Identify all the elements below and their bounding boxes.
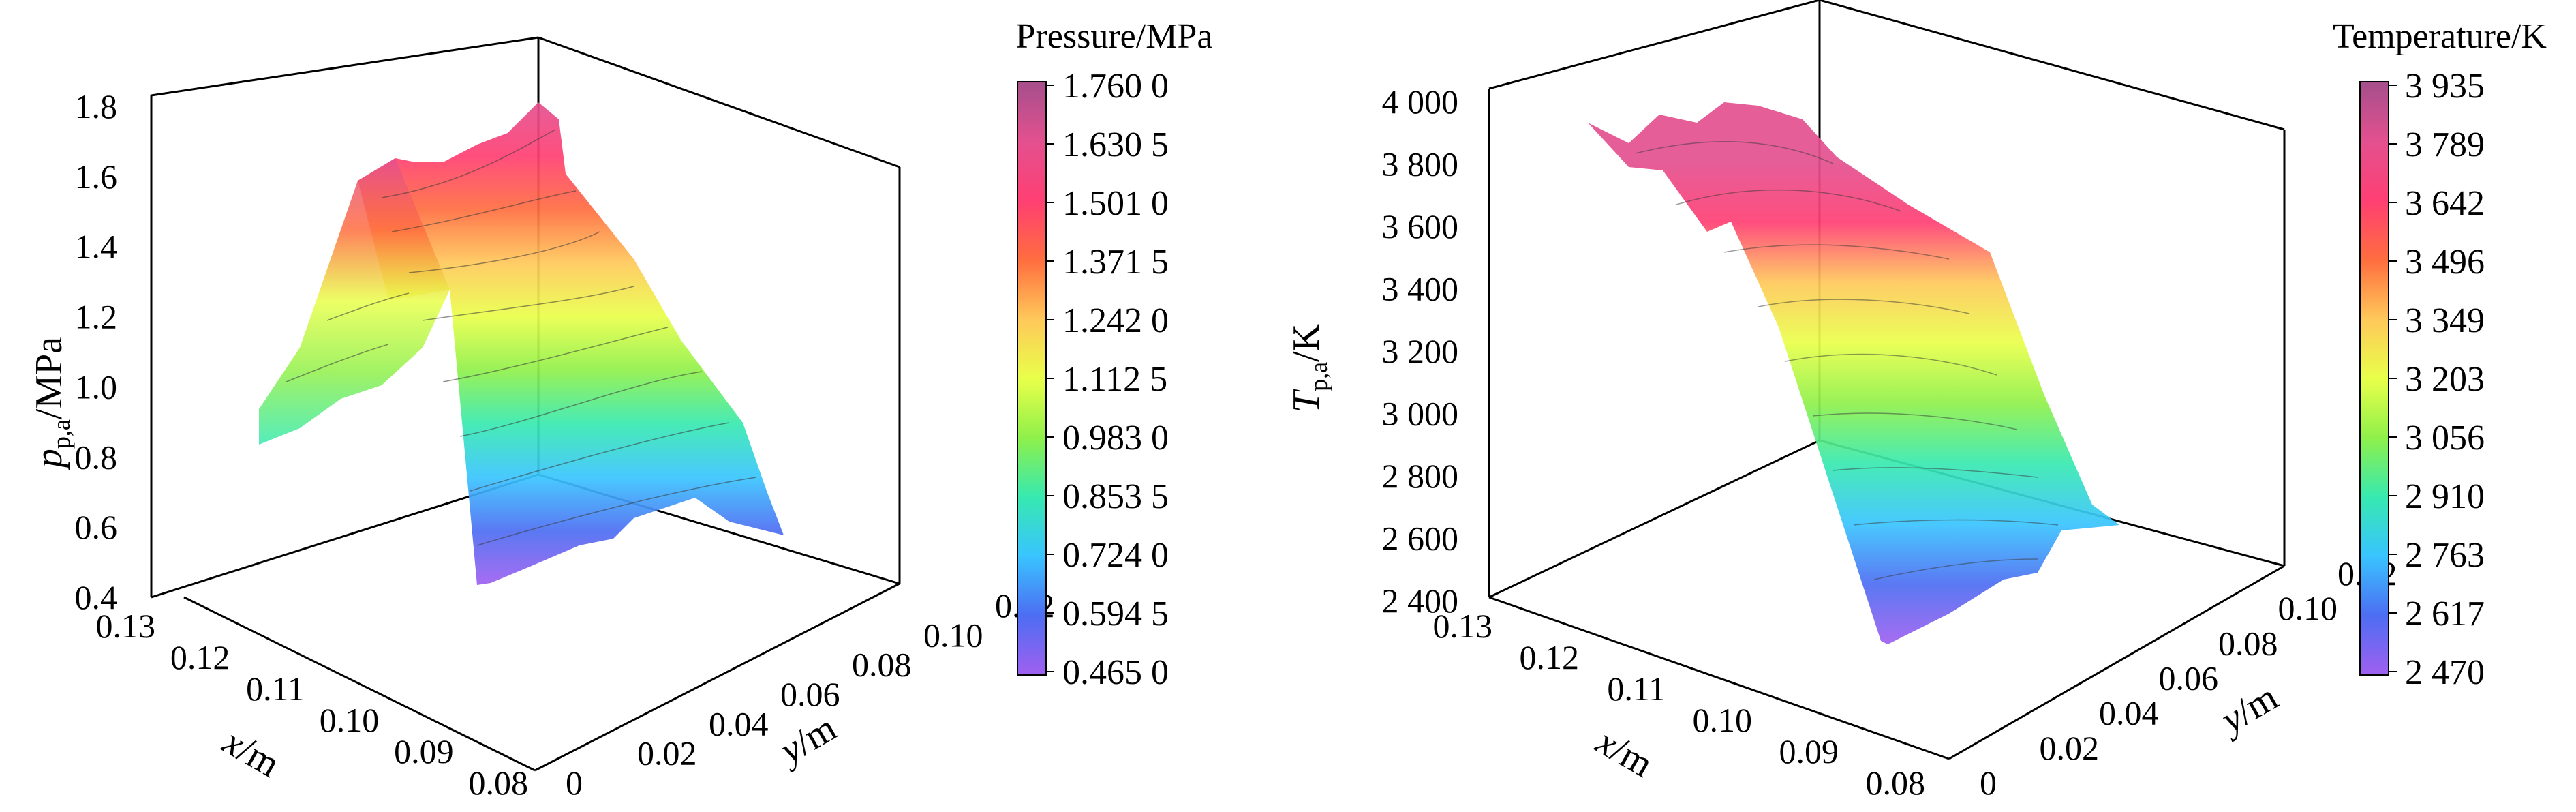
temperature-colorbar-label: 2 617: [2405, 595, 2485, 633]
pressure-z-tick: 1.6: [75, 157, 118, 196]
temperature-z-tick: 3 000: [1382, 395, 1459, 433]
pressure-z-tick: 1.8: [75, 87, 118, 125]
pressure-y-tick: 0.06: [780, 675, 840, 713]
temperature-y-tick: 0: [1980, 764, 1997, 802]
temperature-z-tick: 4 000: [1382, 82, 1459, 121]
pressure-x-ticks: 0.13 0.12 0.11 0.10 0.09 0.08: [96, 607, 529, 802]
pressure-y-axis-label: y/m: [770, 707, 844, 774]
pressure-colorbar-label: 0.465 0: [1062, 653, 1169, 692]
temperature-x-tick: 0.11: [1607, 670, 1666, 708]
pressure-chart: 1.81.61.41.21.00.80.60.4 0.130.120.110.1…: [28, 17, 1212, 802]
temperature-z-tick: 2 600: [1382, 520, 1459, 558]
temperature-colorbar-title: Temperature/K: [2333, 17, 2547, 56]
temperature-x-tick: 0.13: [1433, 607, 1493, 645]
pressure-colorbar-label: 1.760 0: [1062, 67, 1169, 106]
pressure-z-tick: 0.6: [75, 508, 118, 546]
pressure-y-tick: 0.02: [637, 734, 697, 772]
temperature-x-tick: 0.12: [1520, 638, 1580, 676]
pressure-y-tick: 0.04: [709, 704, 769, 742]
temperature-x-tick: 0.08: [1866, 764, 1926, 802]
pressure-colorbar-label: 1.501 0: [1062, 184, 1169, 223]
temperature-colorbar-label: 3 349: [2405, 301, 2485, 340]
temperature-x-ticks: 0.13 0.12 0.11 0.10 0.09 0.08: [1433, 607, 1926, 802]
temperature-z-tick: 3 400: [1382, 270, 1459, 308]
pressure-z-tick: 1.2: [75, 298, 118, 336]
temperature-y-ticks: 00.020.040.060.080.100.12: [1980, 554, 2397, 802]
pressure-colorbar-label: 0.594 5: [1062, 595, 1169, 633]
pressure-y-tick: 0: [566, 764, 583, 802]
pressure-colorbar-label: 1.630 5: [1062, 125, 1169, 164]
temperature-colorbar-label: 3 935: [2405, 67, 2485, 106]
pressure-x-tick: 0.12: [170, 638, 230, 676]
pressure-colorbar-label: 1.112 5: [1062, 360, 1167, 399]
temperature-y-tick: 0.08: [2218, 624, 2278, 662]
temperature-z-tick: 3 800: [1382, 145, 1459, 183]
pressure-colorbar-label: 0.983 0: [1062, 419, 1169, 457]
temperature-colorbar-label: 3 203: [2405, 360, 2485, 399]
pressure-z-tick: 0.8: [75, 438, 118, 476]
temperature-colorbar-label: 3 789: [2405, 125, 2485, 164]
temperature-colorbar-label: 3 496: [2405, 243, 2485, 282]
temperature-colorbar-label: 2 470: [2405, 653, 2485, 692]
temperature-chart: 4 000 3 800 3 600 3 400 3 200 3 000 2 800 2 600…: [1285, 0, 2547, 802]
pressure-x-tick: 0.13: [96, 607, 156, 645]
temperature-y-tick: 0.06: [2159, 659, 2219, 697]
pressure-z-ticks: 1.8 1.6 1.4 1.2 1.0 0.8 0.6 0.4: [75, 87, 118, 616]
pressure-x-tick: 0.10: [320, 701, 380, 739]
pressure-y-tick: 0.08: [852, 646, 912, 684]
pressure-x-tick: 0.09: [394, 732, 454, 770]
pressure-z-tick: 0.4: [75, 578, 118, 616]
temperature-colorbar-label: 3 642: [2405, 184, 2485, 223]
pressure-colorbar-gradient: [1017, 81, 1047, 676]
pressure-x-axis-label: x/m: [215, 720, 287, 785]
temperature-colorbar-label: 3 056: [2405, 419, 2485, 457]
temperature-colorbar-labels: 3 935 3 789 3 642 3 496 3 349 3 203 3 056 2 910…: [2389, 67, 2485, 692]
temperature-colorbar-label: 2 910: [2405, 477, 2485, 516]
temperature-y-tick: 0.04: [2099, 694, 2159, 732]
pressure-colorbar-title: Pressure/MPa: [1016, 17, 1213, 56]
pressure-z-tick: 1.0: [75, 367, 118, 406]
temperature-y-tick: 0.02: [2040, 729, 2100, 767]
temperature-y-tick: 0.10: [2278, 589, 2338, 627]
pressure-colorbar-label: 1.242 0: [1062, 301, 1169, 340]
temperature-y-axis-label: y/m: [2211, 676, 2285, 743]
pressure-colorbar-labels: 1.760 0 1.630 5 1.501 0 1.371 5 1.242 0 1.112…: [1046, 67, 1169, 692]
temperature-contour-lines: [1635, 141, 2059, 580]
pressure-x-tick: 0.11: [246, 670, 305, 708]
pressure-colorbar-label: 0.724 0: [1062, 536, 1169, 575]
pressure-y-tick: 0.10: [923, 616, 983, 654]
pressure-surface-front-face: [358, 102, 784, 585]
temperature-x-axis-label: x/m: [1589, 720, 1660, 785]
pressure-surface: [259, 102, 784, 585]
temperature-x-tick: 0.10: [1693, 701, 1753, 739]
pressure-colorbar-label: 1.371 5: [1062, 243, 1169, 282]
temperature-colorbar-gradient: [2359, 81, 2389, 676]
pressure-z-axis-label: pp,a/MPa: [28, 337, 75, 470]
temperature-x-tick: 0.09: [1779, 732, 1839, 770]
pressure-colorbar-label: 0.853 5: [1062, 477, 1169, 516]
temperature-z-tick: 3 200: [1382, 332, 1459, 370]
temperature-z-tick: 3 600: [1382, 207, 1459, 245]
pressure-contour-lines: [286, 129, 757, 546]
pressure-y-ticks: 00.020.040.060.080.100.12: [566, 586, 1055, 802]
pressure-z-tick: 1.4: [75, 228, 118, 266]
pressure-x-tick: 0.08: [469, 764, 529, 802]
temperature-z-axis-label: Tp,a/K: [1285, 324, 1332, 412]
temperature-colorbar-label: 2 763: [2405, 536, 2485, 575]
temperature-z-tick: 2 800: [1382, 457, 1459, 495]
temperature-surface: [1588, 102, 2119, 644]
temperature-z-tick: 2 400: [1382, 582, 1459, 620]
temperature-z-ticks: 4 000 3 800 3 600 3 400 3 200 3 000 2 800 2 600…: [1382, 82, 1459, 620]
pressure-colorbar: Pressure/MPa 1.760 0 1.630 5 1.501 0 1.371 …: [1016, 17, 1213, 692]
temperature-surface-face: [1588, 102, 2119, 644]
